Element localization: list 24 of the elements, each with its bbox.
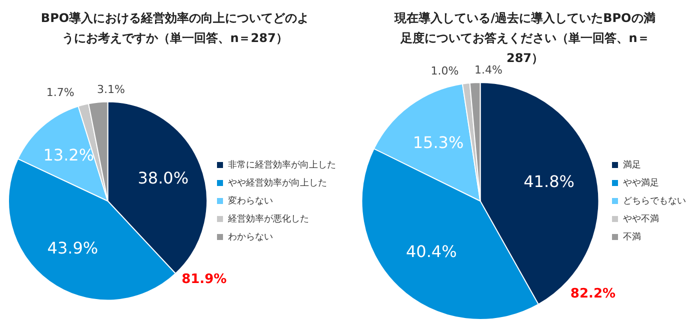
text: 81.9% [182,272,227,287]
legend-label: 満足 [623,159,641,170]
data-label: 1.7% [46,86,74,100]
legend-label: わからない [228,232,273,242]
chart-title: BPO導入における経営効率の向上についてどのようにお考えですか（単一回答、n＝287） [40,10,310,47]
data-label: 41.8% [524,172,574,192]
chart-title: 現在導入している/過去に導入していたBPOの満足度についてお答えください（単一回答、n＝287） [393,10,656,65]
data-label: 38.0% [138,168,189,188]
legend-label: やや満足 [623,177,659,188]
legend-label: 非常に経営効率が向上した [228,159,336,170]
data-label: 43.9% [47,238,98,258]
legend-label: 経営効率が悪化した [227,213,309,224]
legend-label: どちらでもない [623,196,686,206]
data-label: 15.3% [412,132,464,152]
legend-label: 変わらない [228,195,273,206]
legend-label: やや経営効率が向上した [228,177,327,188]
data-label: 1.0% [430,64,459,78]
data-label: 3.1% [96,83,125,96]
data-label: 40.4% [406,242,457,261]
legend-label: やや不満 [623,213,659,224]
text: 82.2% [570,286,616,302]
legend-label: 不満 [623,231,641,242]
data-label: 13.2% [43,145,94,164]
data-label: 1.4% [474,63,502,76]
